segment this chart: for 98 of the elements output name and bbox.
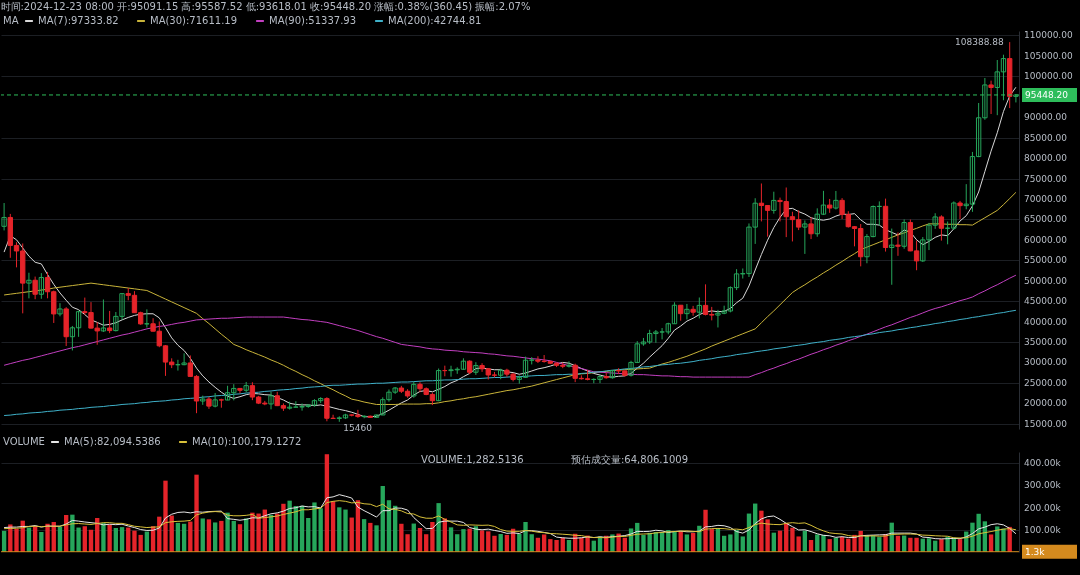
- bar: [374, 525, 379, 552]
- legend-label: MA(10):100,179.1272: [192, 436, 302, 447]
- y-tick-label: 45000.00: [1024, 296, 1068, 307]
- legend-title: MA: [3, 15, 19, 26]
- y-tick-label: 70000.00: [1024, 193, 1068, 204]
- bar: [312, 502, 317, 552]
- annotation: VOLUME:1,282.5136: [421, 454, 524, 465]
- bar: [343, 509, 348, 552]
- candlestick: [957, 200, 963, 220]
- bar: [212, 522, 218, 552]
- bar: [492, 535, 497, 552]
- candlestick: [38, 272, 45, 300]
- bar: [368, 522, 373, 552]
- bar: [877, 537, 882, 552]
- candlestick: [100, 298, 107, 333]
- candlestick: [895, 231, 901, 257]
- candlestick: [988, 80, 994, 115]
- legend-label: MA(7):97333.82: [38, 15, 119, 26]
- bar: [14, 528, 19, 552]
- candlestick: [901, 218, 907, 250]
- candlestick: [106, 310, 113, 334]
- y-tick-label: 65000.00: [1024, 214, 1068, 225]
- y-tick-label: 75000.00: [1024, 173, 1068, 184]
- candlestick: [473, 361, 479, 376]
- y-tick-label: 35000.00: [1024, 336, 1068, 347]
- bar: [39, 532, 44, 552]
- annotation: 预估成交量:64,806.1009: [571, 454, 688, 465]
- bar: [206, 519, 212, 552]
- candlestick: [771, 191, 777, 215]
- annotation: 108388.88: [955, 37, 1004, 48]
- line-series: [3, 274, 1017, 378]
- line-series: [3, 500, 1017, 539]
- line-series: [3, 309, 1017, 417]
- y-tick-label: 105000.00: [1024, 50, 1073, 61]
- candlestick: [435, 368, 442, 402]
- bar: [436, 503, 441, 552]
- candlestick: [684, 303, 690, 320]
- line-series: [3, 191, 1017, 405]
- ref-line-label: 95448.20: [1025, 89, 1069, 100]
- y-tick-label: 25000.00: [1024, 377, 1068, 388]
- annotation: 15460: [343, 422, 373, 433]
- line-series: [3, 494, 1017, 540]
- candlestick: [696, 297, 702, 319]
- bar: [672, 530, 677, 552]
- bar: [448, 527, 454, 552]
- line-series: [3, 86, 1017, 418]
- ref-line-label: 1.3k: [1025, 546, 1046, 557]
- bar: [523, 522, 528, 552]
- candlestick: [144, 308, 150, 328]
- bar: [287, 500, 292, 552]
- candlestick: [26, 272, 32, 299]
- bar: [163, 480, 168, 552]
- bar: [361, 519, 367, 552]
- y-tick-label: 55000.00: [1024, 255, 1068, 266]
- candlestick: [808, 216, 814, 240]
- legend-label: MA(5):82,094.5386: [64, 436, 161, 447]
- y-tick-label: 200.00k: [1024, 502, 1062, 513]
- y-tick-label: 85000.00: [1024, 132, 1068, 143]
- bar: [467, 528, 472, 552]
- y-tick-label: 80000.00: [1024, 153, 1068, 164]
- bar: [1001, 528, 1006, 552]
- y-tick-label: 100.00k: [1024, 524, 1062, 535]
- y-tick-label: 40000.00: [1024, 316, 1068, 327]
- bar: [461, 529, 466, 552]
- y-tick-label: 15000.00: [1024, 418, 1068, 429]
- bar: [101, 523, 106, 552]
- y-tick-label: 110000.00: [1024, 30, 1073, 41]
- y-tick-label: 400.00k: [1024, 458, 1062, 469]
- y-tick-label: 90000.00: [1024, 112, 1068, 123]
- legend-label: MA(30):71611.19: [150, 15, 238, 26]
- y-tick-label: 100000.00: [1024, 71, 1073, 82]
- bar: [281, 503, 286, 552]
- bar: [200, 518, 205, 552]
- candlestick: [268, 391, 274, 410]
- candlestick: [57, 302, 63, 317]
- bar: [194, 474, 199, 552]
- y-tick-label: 300.00k: [1024, 480, 1062, 491]
- bar: [45, 523, 50, 552]
- candlestick: [1, 202, 7, 231]
- candlestick: [802, 219, 808, 255]
- candlestick: [566, 360, 572, 368]
- chart-title: 时间:2024-12-23 08:00 开:95091.15 高:95587.52 低:93618.01 收:95448.20 涨幅:0.38%(360.45) 振幅:2.07%: [0, 1, 531, 12]
- candlestick: [938, 214, 945, 242]
- y-tick-label: 60000.00: [1024, 234, 1068, 245]
- bar: [107, 524, 112, 552]
- candlestick: [889, 228, 895, 286]
- bar: [430, 522, 435, 552]
- candlestick: [690, 305, 696, 317]
- y-tick-label: 30000.00: [1024, 357, 1068, 368]
- bar: [219, 520, 224, 552]
- candlestick: [833, 190, 839, 210]
- y-tick-label: 50000.00: [1024, 275, 1068, 286]
- candlestick: [32, 276, 38, 300]
- y-tick-label: 20000.00: [1024, 398, 1068, 409]
- legend-title: VOLUME: [3, 436, 45, 447]
- legend-label: MA(90):51337.93: [269, 15, 357, 26]
- bar: [337, 507, 342, 552]
- legend-label: MA(200):42744.81: [388, 15, 482, 26]
